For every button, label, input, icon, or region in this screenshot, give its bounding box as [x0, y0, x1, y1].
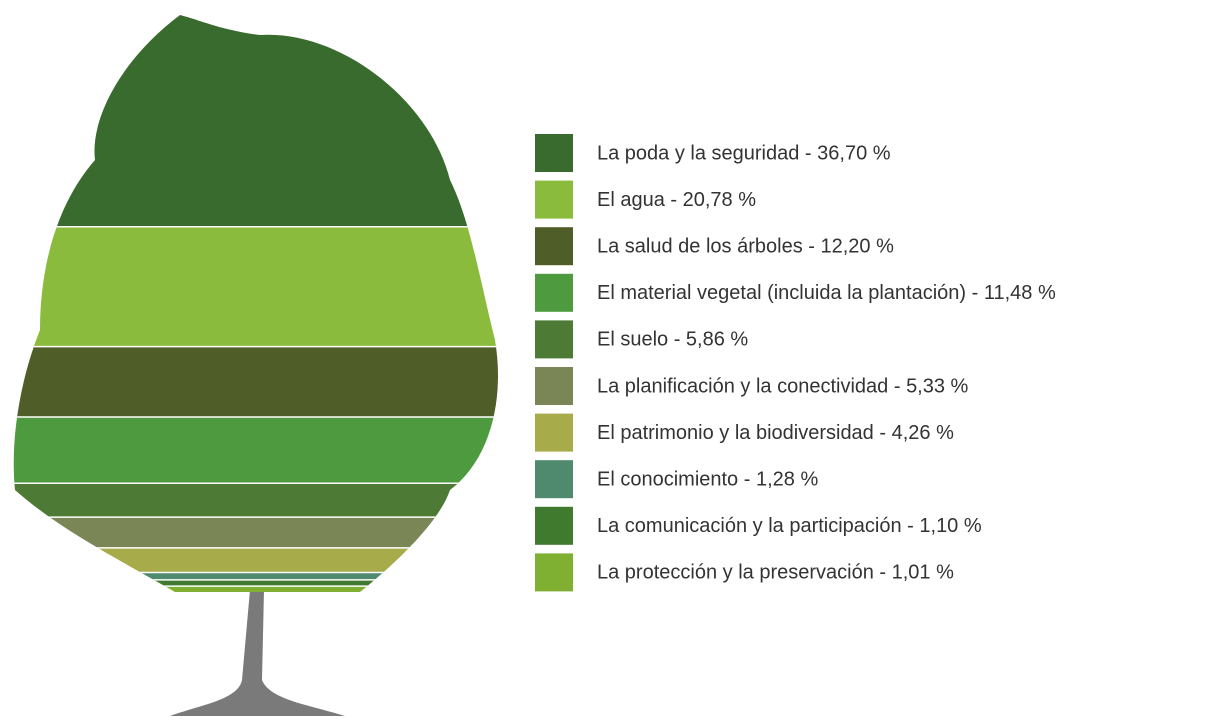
legend-swatch [535, 460, 573, 498]
band [0, 227, 520, 347]
band [0, 417, 520, 483]
legend-label: El suelo - 5,86 % [597, 329, 748, 351]
legend-swatch [535, 274, 573, 312]
band [0, 586, 520, 592]
legend-label: La poda y la seguridad - 36,70 % [597, 142, 891, 164]
legend-label: La protección y la preservación - 1,01 % [597, 562, 954, 584]
band [0, 15, 520, 227]
legend-label: El patrimonio y la biodiversidad - 4,26 … [597, 422, 954, 444]
legend-swatch [535, 414, 573, 452]
legend-swatch [535, 553, 573, 591]
legend-label: La comunicación y la participación - 1,1… [597, 515, 982, 537]
tree-crown [0, 15, 520, 592]
legend-label: La planificación y la conectividad - 5,3… [597, 375, 969, 397]
chart: La poda y la seguridad - 36,70 % El agua … [0, 0, 1232, 716]
legend-swatch [535, 320, 573, 358]
legend-swatch [535, 134, 573, 172]
legend-label: La salud de los árboles - 12,20 % [597, 235, 894, 257]
band [0, 483, 520, 517]
legend-swatch [535, 507, 573, 545]
band [0, 580, 520, 586]
legend-label: El material vegetal (incluida la plantac… [597, 282, 1056, 304]
band [0, 517, 520, 548]
band [0, 347, 520, 417]
legend-swatch [535, 181, 573, 219]
legend-swatch [535, 227, 573, 265]
trunk [170, 590, 345, 716]
band [0, 548, 520, 573]
legend-swatch [535, 367, 573, 405]
band [0, 572, 520, 579]
legend-label: El conocimiento - 1,28 % [597, 468, 818, 490]
legend-label: El agua - 20,78 % [597, 189, 756, 211]
